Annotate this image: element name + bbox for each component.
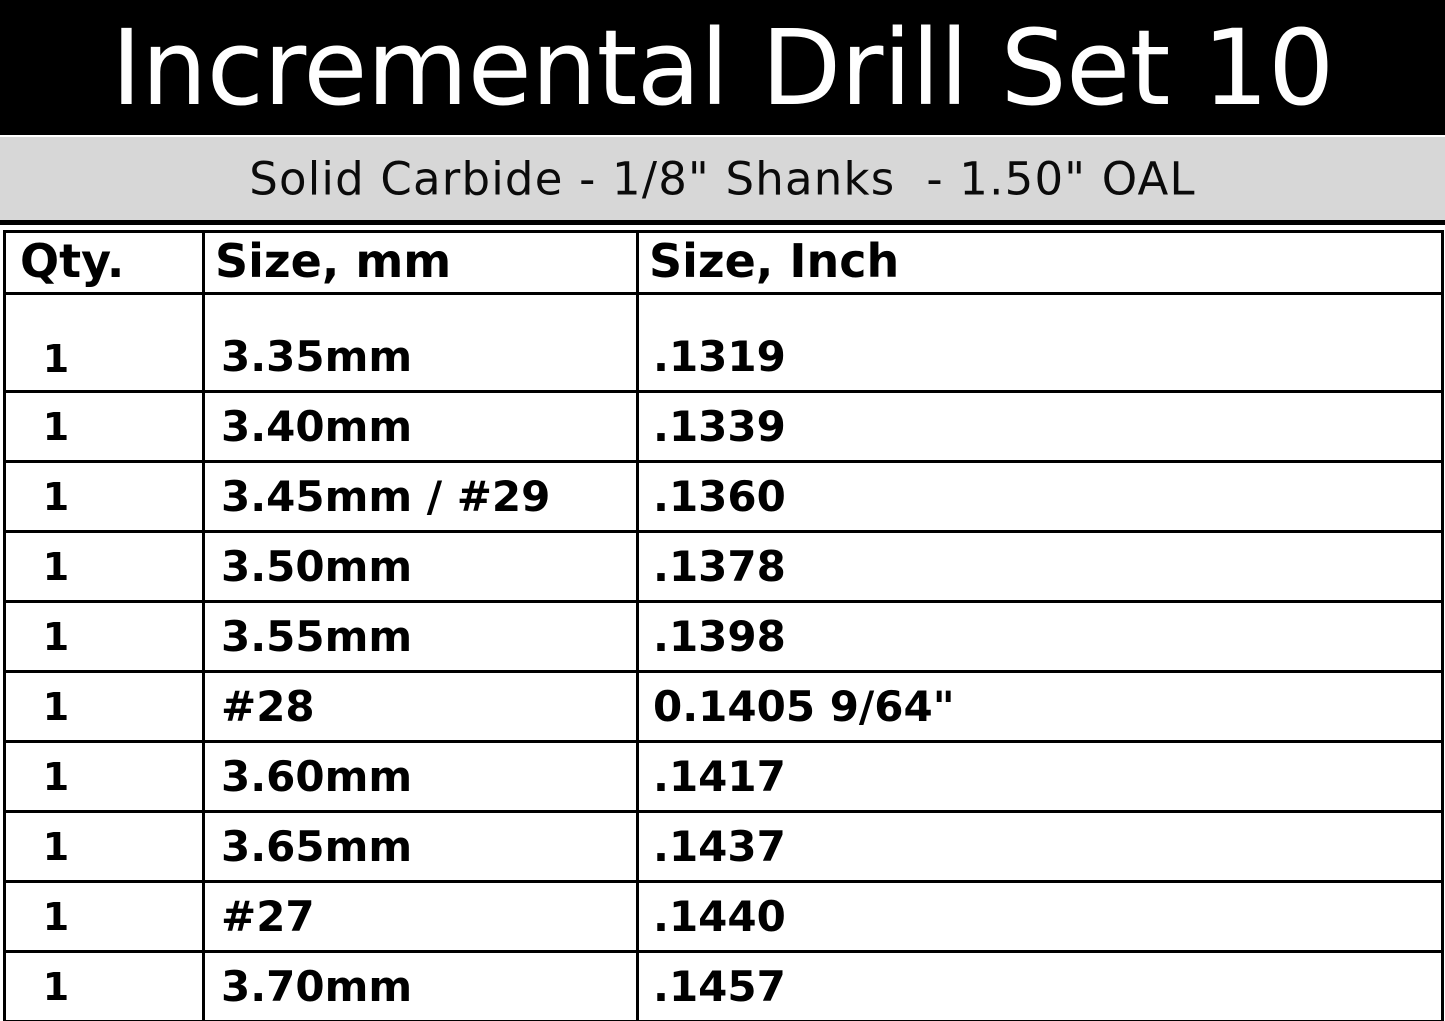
table-row: 1 #28 0.1405 9/64" [3,670,1444,743]
cell-qty: 1 [3,460,205,533]
table-row: 1 3.50mm .1378 [3,530,1444,603]
table-row: 1 3.40mm .1339 [3,390,1444,463]
cell-size-mm: 3.50mm [202,530,639,603]
page-title: Incremental Drill Set 10 [111,6,1334,129]
cell-size-mm: 3.65mm [202,810,639,883]
cell-qty: 1 [3,880,205,953]
cell-qty: 1 [3,530,205,603]
cell-size-inch: .1437 [636,810,1444,883]
cell-size-inch: 0.1405 9/64" [636,670,1444,743]
cell-size-inch: .1319 [636,292,1444,393]
title-band: Incremental Drill Set 10 [0,0,1445,135]
table-body: 1 3.35mm .1319 1 3.40mm .1339 1 3.45mm / #29.13… [3,292,1444,1021]
cell-size-inch: .1457 [636,950,1444,1021]
cell-qty: 1 [3,950,205,1021]
table-row: 1 3.70mm .1457 [3,950,1444,1021]
table-row: 1 #27.1440 [3,880,1444,953]
column-header-qty: Qty. [3,230,205,295]
cell-qty: 1 [3,670,205,743]
cell-qty: 1 [3,740,205,813]
cell-size-inch: .1398 [636,600,1444,673]
cell-size-inch: .1360 [636,460,1444,533]
table-row: 1 3.65mm .1437 [3,810,1444,883]
table-row: 1 3.45mm / #29.1360 [3,460,1444,533]
cell-qty: 1 [3,390,205,463]
cell-qty: 1 [3,810,205,883]
drill-size-table: Qty. Size, mm Size, Inch 1 3.35mm .1319 1 3.… [3,230,1444,1021]
column-header-size-mm: Size, mm [202,230,639,295]
cell-size-mm: 3.45mm / #29 [202,460,639,533]
cell-size-mm: 3.35mm [202,292,639,393]
subtitle-band: Solid Carbide - 1/8" Shanks - 1.50" OAL [0,137,1445,225]
cell-size-mm: 3.40mm [202,390,639,463]
table-row: 1 3.55mm .1398 [3,600,1444,673]
cell-size-inch: .1339 [636,390,1444,463]
table-row: 1 3.35mm .1319 [3,292,1444,393]
table-row: 1 3.60mm .1417 [3,740,1444,813]
cell-size-mm: #28 [202,670,639,743]
table-header-row: Qty. Size, mm Size, Inch [3,230,1444,295]
cell-size-mm: #27 [202,880,639,953]
cell-qty: 1 [3,292,205,393]
page-subtitle: Solid Carbide - 1/8" Shanks - 1.50" OAL [249,151,1196,205]
table-header: Qty. Size, mm Size, Inch [3,230,1444,295]
cell-size-inch: .1378 [636,530,1444,603]
cell-size-mm: 3.60mm [202,740,639,813]
cell-size-inch: .1417 [636,740,1444,813]
cell-size-mm: 3.55mm [202,600,639,673]
cell-size-mm: 3.70mm [202,950,639,1021]
cell-size-inch: .1440 [636,880,1444,953]
column-header-size-inch: Size, Inch [636,230,1444,295]
cell-qty: 1 [3,600,205,673]
